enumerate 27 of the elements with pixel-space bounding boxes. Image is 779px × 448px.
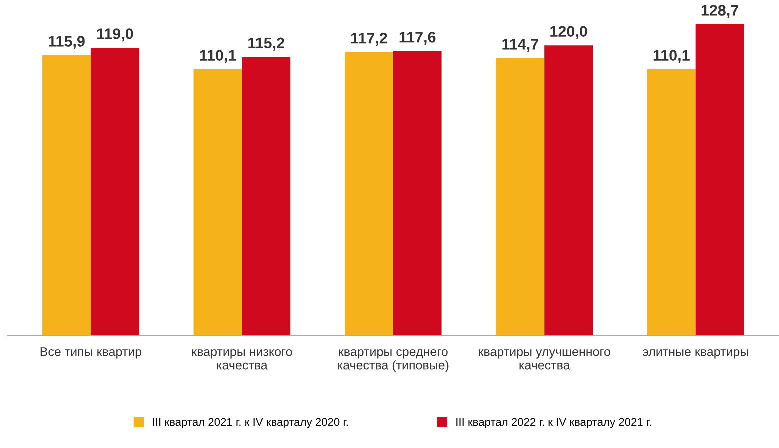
- data-label: 117,2: [351, 32, 388, 46]
- bar: [345, 52, 394, 336]
- x-tick-label: Все типы квартир: [40, 348, 142, 359]
- data-label: 115,2: [248, 38, 284, 51]
- data-label: 115,9: [49, 36, 85, 50]
- data-label: 120,0: [550, 26, 588, 40]
- data-label: 117,6: [400, 32, 436, 46]
- bar: [544, 46, 593, 336]
- x-tick-label: элитные квартиры: [642, 349, 748, 359]
- bar: [194, 70, 242, 336]
- data-label: 128,7: [702, 5, 738, 18]
- x-tick-label: квартиры среднего качества (типовые): [338, 349, 449, 372]
- legend-label: III квартал 2021 г. к IV кварталу 2020 г.: [153, 418, 348, 428]
- bar: [496, 58, 545, 336]
- bar: [647, 70, 696, 336]
- legend-label: III квартал 2022 г. к IV кварталу 2021 г.: [456, 418, 652, 428]
- bar: [393, 51, 442, 336]
- data-label: 110,1: [654, 50, 690, 64]
- bar: [242, 57, 291, 336]
- bar: [696, 24, 744, 336]
- data-label: 114,7: [502, 39, 538, 52]
- data-label: 119,0: [97, 28, 134, 42]
- data-label: 110,1: [200, 50, 236, 64]
- bar: [90, 48, 140, 336]
- x-tick-label: квартиры низкого качества: [192, 349, 292, 370]
- x-tick-label: квартиры улучшенного качества: [479, 349, 610, 370]
- bar: [42, 56, 91, 336]
